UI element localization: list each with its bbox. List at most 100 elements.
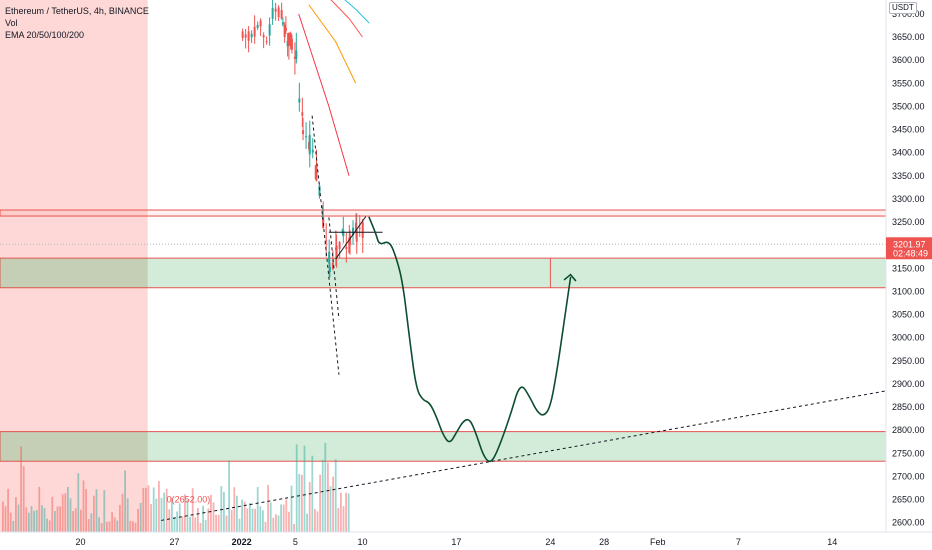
volume-bar bbox=[337, 508, 340, 532]
candle-body bbox=[277, 7, 280, 18]
volume-bar bbox=[95, 489, 98, 532]
volume-bar bbox=[233, 487, 236, 532]
candle-body bbox=[308, 134, 311, 155]
volume-bar bbox=[217, 514, 220, 532]
volume-bar bbox=[342, 506, 345, 532]
volume-bar bbox=[113, 517, 116, 532]
volume-bar bbox=[324, 442, 327, 532]
volume-bar bbox=[272, 517, 275, 532]
y-tick-label: 2750.00 bbox=[892, 448, 925, 458]
volume-bar bbox=[25, 507, 28, 532]
ema-line-2[interactable] bbox=[329, 0, 363, 38]
currency-badge[interactable]: USDT bbox=[889, 2, 917, 14]
volume-bar bbox=[293, 523, 295, 532]
projected-path[interactable] bbox=[368, 216, 572, 463]
candle-body bbox=[283, 24, 286, 38]
zone-0[interactable] bbox=[0, 209, 887, 217]
volume-bar bbox=[223, 491, 225, 532]
volume-bar bbox=[246, 508, 249, 532]
ema-line-3[interactable] bbox=[342, 0, 370, 24]
volume-bar bbox=[256, 487, 259, 532]
y-tick-label: 3550.00 bbox=[892, 78, 925, 88]
candle-body bbox=[318, 185, 321, 196]
volume-bar bbox=[311, 455, 314, 532]
volume-bar bbox=[314, 508, 316, 532]
price-badge bbox=[886, 237, 932, 260]
candle-body bbox=[355, 222, 358, 232]
volume-bar bbox=[282, 504, 285, 532]
candle-body bbox=[286, 40, 289, 47]
volume-bar bbox=[165, 488, 168, 532]
volume-bar bbox=[319, 474, 321, 532]
y-tick-label: 3100.00 bbox=[892, 286, 925, 296]
volume-bar bbox=[4, 506, 7, 532]
ema-line-1[interactable] bbox=[308, 4, 357, 84]
candle-body bbox=[259, 20, 262, 27]
channel-line-left[interactable] bbox=[311, 115, 340, 375]
x-tick-label: 10 bbox=[357, 537, 367, 547]
candle-body bbox=[290, 38, 293, 50]
zone-1[interactable] bbox=[0, 257, 887, 289]
volume-bar bbox=[345, 492, 347, 532]
volume-bar bbox=[124, 470, 126, 532]
y-tick-label: 2850.00 bbox=[892, 402, 925, 412]
price-badge-countdown: 02:48:49 bbox=[893, 248, 928, 258]
volume-bar bbox=[134, 522, 137, 532]
volume-bar bbox=[139, 502, 142, 532]
time-axis[interactable] bbox=[0, 532, 932, 550]
x-tick-label: 20 bbox=[76, 537, 86, 547]
candle-body bbox=[349, 235, 352, 245]
y-tick-label: 3300.00 bbox=[892, 194, 925, 204]
volume-bar bbox=[22, 466, 25, 532]
legend-title: Ethereum / TetherUS, 4h, BINANCE bbox=[5, 6, 149, 16]
volume-bar bbox=[98, 517, 100, 532]
zone-2[interactable] bbox=[0, 431, 887, 462]
volume-bar bbox=[176, 511, 178, 532]
volume-bar bbox=[20, 446, 22, 532]
volume-bar bbox=[87, 518, 90, 532]
y-tick-label: 3400.00 bbox=[892, 148, 925, 158]
volume-bar bbox=[35, 509, 38, 532]
volume-bar bbox=[121, 493, 124, 532]
candle-body bbox=[268, 24, 271, 36]
x-tick-label: 5 bbox=[293, 537, 298, 547]
flag-bottom-line[interactable] bbox=[335, 216, 367, 260]
candle-body bbox=[265, 41, 268, 43]
volume-bar bbox=[197, 507, 199, 532]
volume-bar bbox=[168, 509, 171, 532]
volume-bar bbox=[147, 485, 150, 532]
volume-bar bbox=[30, 506, 33, 532]
channel-line-right[interactable] bbox=[328, 217, 340, 320]
volume-bar bbox=[321, 459, 324, 532]
volume-bar bbox=[160, 497, 163, 532]
ema-line-0[interactable] bbox=[298, 13, 350, 176]
volume-bar bbox=[277, 515, 280, 532]
volume-bar bbox=[103, 490, 106, 532]
volume-bar bbox=[334, 459, 337, 532]
volume-bar bbox=[285, 499, 288, 532]
candle-body bbox=[241, 31, 244, 39]
volume-bar bbox=[230, 509, 233, 532]
volume-bar bbox=[12, 520, 15, 532]
volume-bar bbox=[275, 514, 277, 532]
support-trendline[interactable] bbox=[161, 390, 887, 521]
volume-bar bbox=[74, 508, 77, 532]
volume-bar bbox=[329, 486, 332, 532]
volume-bar bbox=[184, 494, 186, 532]
candle-body bbox=[295, 50, 298, 60]
candle-body bbox=[247, 31, 250, 41]
volume-bar bbox=[303, 445, 306, 532]
volume-bar bbox=[38, 486, 41, 532]
volume-bar bbox=[108, 521, 111, 532]
y-tick-label: 3500.00 bbox=[892, 101, 925, 111]
price-axis[interactable] bbox=[886, 0, 932, 550]
zone-overlap-1 bbox=[0, 258, 148, 288]
x-tick-label: 28 bbox=[599, 537, 609, 547]
volume-bar bbox=[225, 515, 228, 532]
candle-body bbox=[325, 240, 328, 242]
volume-bar bbox=[100, 523, 103, 532]
y-tick-label: 3000.00 bbox=[892, 333, 925, 343]
volume-bar bbox=[241, 499, 243, 532]
volume-bar bbox=[142, 488, 145, 532]
